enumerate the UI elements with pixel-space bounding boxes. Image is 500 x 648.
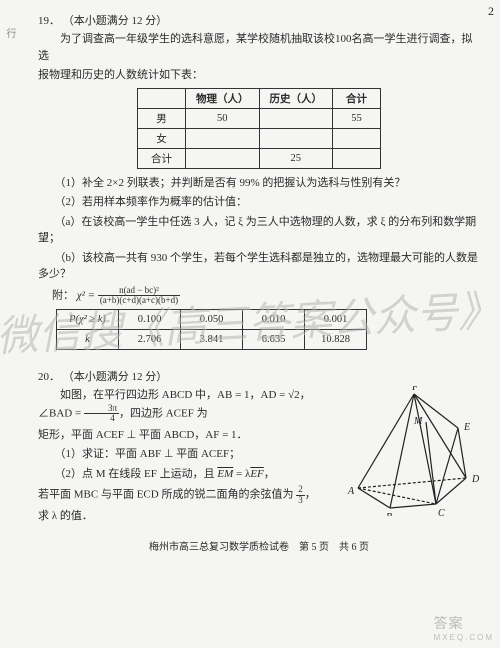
- chi-square-lhs: χ² =: [77, 289, 95, 301]
- td: 55: [333, 108, 381, 128]
- td: 50: [186, 108, 260, 128]
- q19-contingency-table: 物理（人） 历史（人） 合计 男 50 55 女 合计 25: [137, 88, 381, 169]
- txt: ，: [264, 468, 275, 480]
- table-row: P(χ² ≥ k) 0.100 0.050 0.010 0.001: [57, 310, 367, 330]
- corner-watermark-main: 答案: [434, 615, 464, 631]
- td: [186, 148, 260, 168]
- page-footer: 梅州市高三总复习数学质检试卷 第 5 页 共 6 页: [38, 538, 480, 553]
- td: 女: [138, 128, 186, 148]
- td: 6.635: [243, 330, 305, 350]
- corner-watermark: 答案 MXEQ.COM: [434, 613, 494, 642]
- footer-title: 梅州市高三总复习数学质检试卷: [149, 542, 289, 553]
- table-row: 物理（人） 历史（人） 合计: [138, 88, 381, 108]
- td: P(χ² ≥ k): [57, 310, 119, 330]
- table-row: 男 50 55: [138, 108, 381, 128]
- td: 0.050: [181, 310, 243, 330]
- corner-watermark-sub: MXEQ.COM: [434, 633, 494, 642]
- q19-part1: （1）补全 2×2 列联表；并判断是否有 99% 的把握认为选科与性别有关？: [38, 175, 480, 192]
- svg-text:A: A: [347, 486, 355, 497]
- q19-part2: （2）若用样本频率作为概率的估计值：: [38, 194, 480, 211]
- td: 0.100: [119, 310, 181, 330]
- fraction-denominator: (a+b)(c+d)(a+c)(b+d): [98, 296, 180, 305]
- td: [333, 128, 381, 148]
- q19-chi-table: P(χ² ≥ k) 0.100 0.050 0.010 0.001 k 2.70…: [56, 309, 367, 350]
- svg-text:F: F: [411, 386, 419, 393]
- footer-page: 第 5 页 共 6 页: [299, 542, 369, 553]
- td: [259, 108, 333, 128]
- svg-text:C: C: [438, 508, 445, 516]
- attach-label: 附：: [52, 289, 74, 301]
- fraction-denominator: 4: [84, 414, 119, 423]
- svg-text:D: D: [471, 474, 480, 485]
- q19-part2a: （a）在该校高一学生中任选 3 人，记 ξ 为三人中选物理的人数，求 ξ 的分布…: [38, 214, 480, 247]
- q20-geometry-figure: A B C D E F M: [340, 386, 480, 516]
- page-corner-number: 2: [488, 4, 494, 19]
- exam-page: 2 行 19． （本小题满分 12 分） 为了调查高一年级学生的选科意愿，某学校…: [0, 0, 500, 561]
- table-row: k 2.706 3.841 6.635 10.828: [57, 330, 367, 350]
- td: 0.010: [243, 310, 305, 330]
- txt: ，四边形 ACEF 为: [119, 407, 208, 419]
- td: 25: [259, 148, 333, 168]
- q19-points: （本小题满分 12 分）: [63, 15, 168, 27]
- td: 10.828: [305, 330, 367, 350]
- txt: （2）点 M 在线段 EF 上运动，且: [55, 468, 218, 480]
- svg-text:M: M: [413, 416, 423, 427]
- q19-heading: 19． （本小题满分 12 分）: [38, 12, 480, 28]
- td: 2.706: [119, 330, 181, 350]
- td: [186, 128, 260, 148]
- q20-heading: 20． （本小题满分 12 分）: [38, 368, 480, 384]
- th: 历史（人）: [259, 88, 333, 108]
- angle-fraction: 3π4: [84, 404, 119, 424]
- q19-attachment: 附： χ² = n(ad − bc)² (a+b)(c+d)(a+c)(b+d): [52, 286, 480, 306]
- td: 3.841: [181, 330, 243, 350]
- txt: = λ: [233, 468, 250, 480]
- table-row: 合计 25: [138, 148, 381, 168]
- q19-part2b: （b）该校高一共有 930 个学生，若每个学生选科都是独立的，选物理最大可能的人…: [38, 250, 480, 283]
- vector-em: EM: [217, 468, 233, 480]
- txt: ，: [305, 489, 316, 501]
- fraction-denominator: 3: [296, 496, 305, 505]
- th: 合计: [333, 88, 381, 108]
- td: [333, 148, 381, 168]
- q19-intro-line2: 报物理和历史的人数统计如下表：: [38, 67, 480, 84]
- chi-square-fraction: n(ad − bc)² (a+b)(c+d)(a+c)(b+d): [98, 286, 180, 306]
- left-edge-fragment: 行: [2, 28, 17, 38]
- vector-ef: EF: [250, 468, 263, 480]
- svg-text:B: B: [386, 512, 392, 516]
- cosine-fraction: 23: [296, 485, 305, 505]
- q19-number: 19．: [38, 15, 60, 27]
- td: [259, 128, 333, 148]
- th: 物理（人）: [186, 88, 260, 108]
- td: k: [57, 330, 119, 350]
- txt: 若平面 MBC 与平面 ECD 所成的锐二面角的余弦值为: [38, 489, 296, 501]
- q20-points: （本小题满分 12 分）: [63, 371, 168, 383]
- td: 合计: [138, 148, 186, 168]
- th: [138, 88, 186, 108]
- svg-text:E: E: [463, 422, 470, 433]
- table-row: 女: [138, 128, 381, 148]
- q20-number: 20．: [38, 371, 60, 383]
- q19-intro-line1: 为了调查高一年级学生的选科意愿，某学校随机抽取该校100名高一学生进行调查，拟选: [38, 31, 480, 64]
- td: 男: [138, 108, 186, 128]
- td: 0.001: [305, 310, 367, 330]
